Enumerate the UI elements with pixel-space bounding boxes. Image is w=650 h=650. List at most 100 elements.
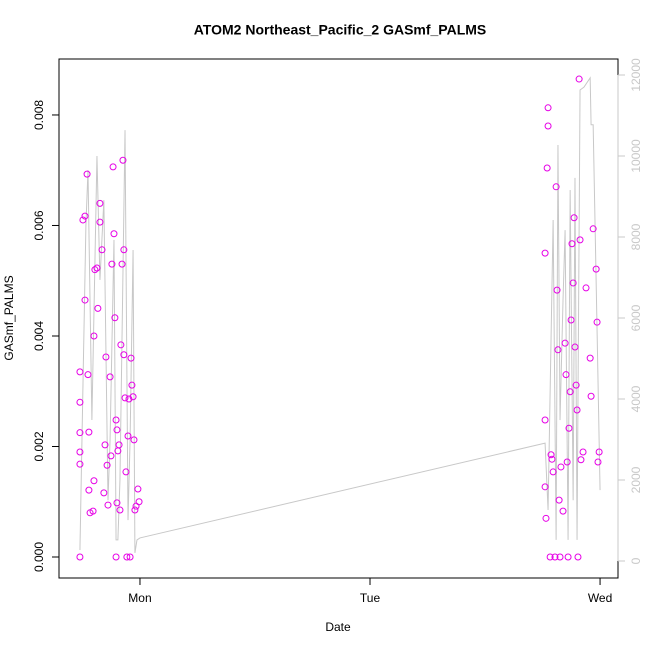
point [130, 436, 138, 444]
point [564, 553, 572, 561]
point [568, 240, 576, 248]
point [562, 371, 570, 379]
x-tick-label: Wed [588, 591, 612, 605]
point [115, 441, 123, 449]
point [103, 461, 111, 469]
point [542, 514, 550, 522]
x-axis-label: Date [325, 620, 351, 634]
point [563, 458, 571, 466]
y2-tick-label: 4000 [629, 385, 643, 412]
point [129, 393, 137, 401]
point [571, 343, 579, 351]
point [106, 373, 114, 381]
point [554, 346, 562, 354]
point [541, 249, 549, 257]
point [553, 286, 561, 294]
y2-tick-label: 0 [629, 557, 643, 564]
point [122, 468, 130, 476]
point [541, 483, 549, 491]
point [586, 354, 594, 362]
point [593, 318, 601, 326]
point [135, 498, 143, 506]
point [551, 553, 559, 561]
point [589, 225, 597, 233]
point [559, 507, 567, 515]
point [543, 164, 551, 172]
point [131, 506, 139, 514]
point [574, 553, 582, 561]
point [582, 284, 590, 292]
point [120, 246, 128, 254]
point [594, 458, 602, 466]
point [556, 553, 564, 561]
point [544, 104, 552, 112]
point [76, 448, 84, 456]
point [555, 496, 563, 504]
y-tick-label: 0.004 [32, 321, 46, 351]
point [561, 339, 569, 347]
x-tick-label: Mon [128, 591, 151, 605]
point [112, 416, 120, 424]
point [76, 429, 84, 437]
point [90, 477, 98, 485]
point [94, 304, 102, 312]
point [76, 553, 84, 561]
point [126, 553, 134, 561]
y-tick-label: 0.002 [32, 431, 46, 461]
point [567, 316, 575, 324]
point [565, 424, 573, 432]
point [541, 416, 549, 424]
point [113, 499, 121, 507]
point [85, 428, 93, 436]
point [570, 214, 578, 222]
point [546, 553, 554, 561]
point [107, 452, 115, 460]
point [557, 463, 565, 471]
point [117, 341, 125, 349]
point [134, 485, 142, 493]
point [96, 199, 104, 207]
point [112, 553, 120, 561]
point [575, 75, 583, 83]
y2-tick-label: 2000 [629, 466, 643, 493]
y-tick-label: 0.000 [32, 542, 46, 572]
point [547, 451, 555, 459]
y-tick-label: 0.006 [32, 210, 46, 240]
point [572, 381, 580, 389]
point [548, 455, 556, 463]
point [104, 501, 112, 509]
altitude-line [79, 76, 601, 553]
point [98, 246, 106, 254]
point [91, 266, 99, 274]
point [100, 489, 108, 497]
point [96, 218, 104, 226]
y2-tick-label: 10000 [629, 139, 643, 173]
point [110, 230, 118, 238]
plot-frame [58, 58, 619, 579]
point [125, 395, 133, 403]
point [569, 279, 577, 287]
chart-title: ATOM2 Northeast_Pacific_2 GASmf_PALMS [194, 22, 487, 38]
y2-tick-label: 8000 [629, 223, 643, 250]
point [93, 264, 101, 272]
point [113, 426, 121, 434]
point [577, 456, 585, 464]
point [552, 183, 560, 191]
point [579, 448, 587, 456]
point [120, 351, 128, 359]
point [132, 502, 140, 510]
point [121, 394, 129, 402]
point [79, 216, 87, 224]
point [595, 448, 603, 456]
point [101, 441, 109, 449]
x-tick-label: Tue [360, 591, 381, 605]
point [592, 265, 600, 273]
y2-tick-label: 6000 [629, 304, 643, 331]
point [566, 388, 574, 396]
point [81, 212, 89, 220]
point [81, 296, 89, 304]
point [84, 371, 92, 379]
point [118, 260, 126, 268]
